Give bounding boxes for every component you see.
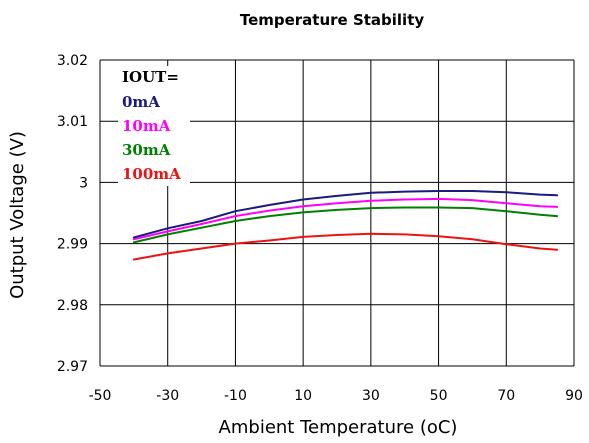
y-axis-label: Output Voltage (V) bbox=[7, 131, 28, 299]
x-tick-label: 70 bbox=[497, 388, 515, 404]
legend-item-100mA: 100mA bbox=[122, 165, 181, 183]
legend-title: IOUT= bbox=[122, 68, 179, 86]
y-tick-label: 2.98 bbox=[57, 298, 88, 314]
x-tick-labels: -50 -30 -10 10 30 50 70 90 bbox=[89, 388, 583, 404]
legend-item-10mA: 10mA bbox=[122, 117, 171, 135]
legend-item-0mA: 0mA bbox=[122, 93, 160, 111]
x-tick-label: -30 bbox=[156, 388, 179, 404]
legend: 0mA 10mA 30mA 100mA bbox=[122, 93, 181, 183]
x-tick-label: 50 bbox=[430, 388, 448, 404]
x-tick-label: -50 bbox=[89, 388, 112, 404]
legend-item-30mA: 30mA bbox=[122, 141, 171, 159]
legend-background bbox=[118, 66, 190, 186]
chart-title: Temperature Stability bbox=[240, 11, 425, 29]
y-tick-label: 3.02 bbox=[57, 53, 88, 69]
series-line-10mA bbox=[132, 197, 559, 241]
x-tick-label: 30 bbox=[362, 388, 380, 404]
x-tick-label: 90 bbox=[565, 388, 583, 404]
x-tick-label: -10 bbox=[224, 388, 247, 404]
series-line-0mA bbox=[132, 190, 559, 239]
x-tick-label: 10 bbox=[294, 388, 312, 404]
y-tick-label: 3.01 bbox=[57, 114, 88, 130]
y-tick-label: 3 bbox=[79, 175, 88, 191]
series-line-100mA bbox=[132, 232, 559, 261]
y-tick-labels: 2.97 2.98 2.99 3 3.01 3.02 bbox=[57, 53, 88, 375]
y-tick-label: 2.99 bbox=[57, 237, 88, 253]
series-group bbox=[132, 190, 559, 261]
y-tick-label: 2.97 bbox=[57, 359, 88, 375]
series-line-30mA bbox=[132, 206, 559, 244]
x-axis-label: Ambient Temperature (oC) bbox=[219, 417, 458, 438]
